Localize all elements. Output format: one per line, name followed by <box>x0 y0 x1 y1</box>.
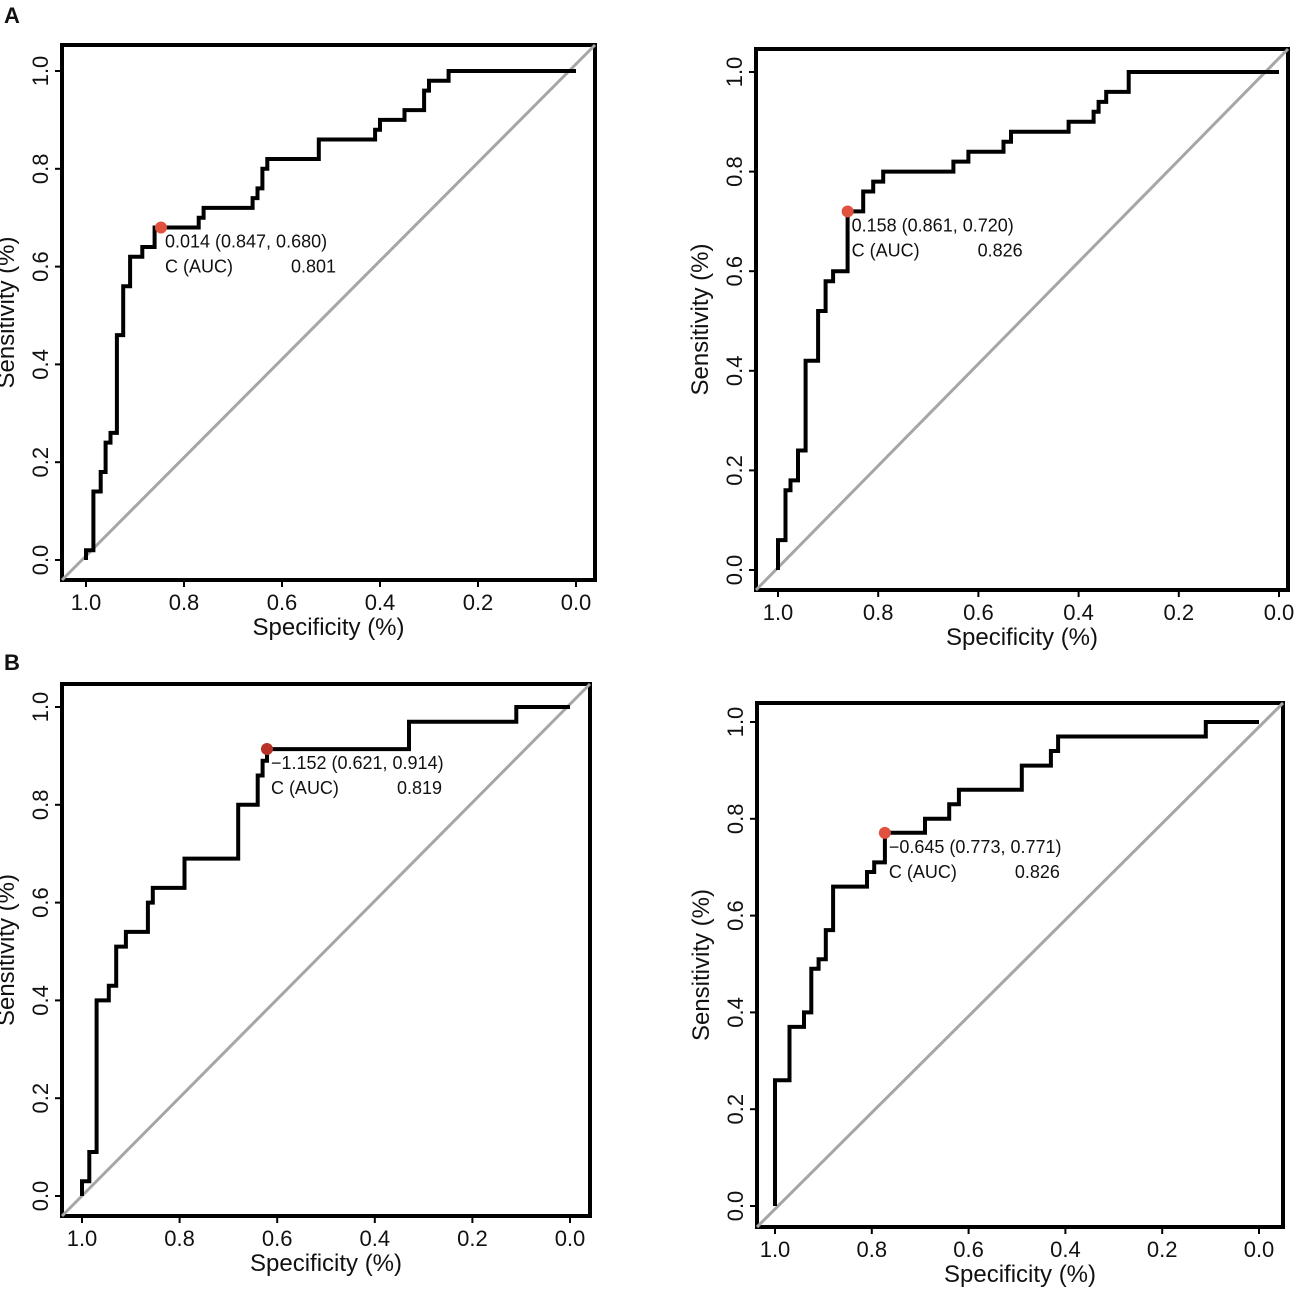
y-tick-label: 0.2 <box>723 1094 748 1125</box>
y-tick-label: 0.4 <box>722 356 747 387</box>
x-tick-label: 1.0 <box>67 1226 98 1251</box>
chart-top-right: 1.0 0.8 0.6 0.4 0.2 0.0 0.0 0.2 0.4 0.6 0.8 1.0 Spec… <box>687 47 1295 651</box>
x-tick-label: 1.0 <box>760 1237 791 1262</box>
threshold-label: 0.158 (0.861, 0.720) <box>852 215 1014 235</box>
x-tick-label: 0.0 <box>561 590 592 615</box>
y-tick-label: 0.8 <box>722 156 747 187</box>
x-tick-label: 0.6 <box>262 1226 293 1251</box>
auc-label: C (AUC) <box>271 778 339 798</box>
y-axis-label: Sensitivity (%) <box>687 243 714 395</box>
y-tick-label: 0.2 <box>28 1083 53 1114</box>
x-tick-label: 1.0 <box>763 600 794 625</box>
y-tick-label: 0.2 <box>28 447 53 478</box>
y-tick-label: 0.0 <box>28 545 53 576</box>
panel-label-b: B <box>4 650 20 675</box>
y-tick-label: 0.6 <box>722 256 747 287</box>
x-axis-label: Specificity (%) <box>946 624 1098 651</box>
x-tick-label: 0.8 <box>164 1226 195 1251</box>
panel-label-a: A <box>4 3 20 28</box>
threshold-point <box>260 743 273 756</box>
y-tick-label: 0.8 <box>723 804 748 835</box>
x-tick-label: 0.8 <box>169 590 200 615</box>
chart-bottom-left: 1.0 0.8 0.6 0.4 0.2 0.0 0.0 0.2 0.4 0.6 0.8 1.0 Spec… <box>0 682 592 1277</box>
threshold-point <box>841 205 854 218</box>
plot-frame <box>60 43 597 582</box>
x-axis-label: Specificity (%) <box>250 1250 402 1277</box>
auc-value: 0.826 <box>978 240 1023 260</box>
y-axis-label: Sensitivity (%) <box>688 889 715 1041</box>
x-tick-label: 0.8 <box>863 600 894 625</box>
x-tick-label: 0.0 <box>555 1226 586 1251</box>
x-tick-label: 0.2 <box>463 590 494 615</box>
threshold-label: −0.645 (0.773, 0.771) <box>889 837 1062 857</box>
y-tick-label: 1.0 <box>28 56 53 87</box>
x-tick-label: 0.4 <box>360 1226 391 1251</box>
x-tick-label: 0.2 <box>1147 1237 1178 1262</box>
y-tick-label: 1.0 <box>723 707 748 738</box>
y-tick-label: 0.8 <box>28 154 53 185</box>
y-tick-label: 1.0 <box>28 692 53 723</box>
x-tick-label: 0.4 <box>365 590 396 615</box>
x-tick-label: 0.4 <box>1063 600 1094 625</box>
reference-diagonal <box>60 682 592 1218</box>
y-tick-label: 0.0 <box>28 1181 53 1212</box>
chart-top-left: 1.0 0.8 0.6 0.4 0.2 0.0 0.0 0.2 0.4 0.6 0.8 1.0 Spec… <box>0 43 597 641</box>
x-tick-label: 0.6 <box>267 590 298 615</box>
auc-label: C (AUC) <box>889 862 957 882</box>
y-axis-label: Sensitivity (%) <box>0 236 20 388</box>
y-tick-label: 0.6 <box>28 251 53 282</box>
auc-value: 0.819 <box>397 778 442 798</box>
y-tick-label: 0.4 <box>28 985 53 1016</box>
threshold-point <box>154 221 167 234</box>
roc-curve <box>776 70 1279 570</box>
roc-curve <box>773 720 1259 1206</box>
plot-frame <box>60 682 592 1218</box>
auc-label: C (AUC) <box>165 256 233 276</box>
y-tick-label: 0.4 <box>723 997 748 1028</box>
x-tick-label: 0.6 <box>953 1237 984 1262</box>
x-tick-label: 1.0 <box>71 590 102 615</box>
x-tick-label: 0.6 <box>963 600 994 625</box>
plot-frame <box>754 47 1290 592</box>
threshold-label: 0.014 (0.847, 0.680) <box>165 231 327 251</box>
roc-curve <box>84 69 576 560</box>
y-tick-label: 0.0 <box>723 1191 748 1222</box>
threshold-point <box>878 826 891 839</box>
y-tick-label: 0.8 <box>28 790 53 821</box>
y-tick-label: 0.2 <box>722 455 747 486</box>
x-tick-label: 0.0 <box>1264 600 1295 625</box>
chart-bottom-right: 1.0 0.8 0.6 0.4 0.2 0.0 0.0 0.2 0.4 0.6 0.8 1.0 Spec… <box>688 701 1285 1288</box>
x-axis-label: Specificity (%) <box>252 614 404 641</box>
y-tick-label: 0.6 <box>723 900 748 931</box>
y-tick-label: 0.4 <box>28 349 53 380</box>
x-tick-label: 0.8 <box>857 1237 888 1262</box>
threshold-label: −1.152 (0.621, 0.914) <box>271 753 444 773</box>
x-axis-label: Specificity (%) <box>944 1261 1096 1288</box>
reference-diagonal <box>60 43 597 582</box>
plot-frame <box>755 701 1285 1229</box>
reference-diagonal <box>754 47 1290 592</box>
y-tick-label: 0.0 <box>722 555 747 586</box>
y-tick-label: 1.0 <box>722 57 747 88</box>
x-tick-label: 0.4 <box>1050 1237 1081 1262</box>
x-tick-label: 0.2 <box>457 1226 488 1251</box>
auc-value: 0.801 <box>291 256 336 276</box>
charts-group: 1.0 0.8 0.6 0.4 0.2 0.0 0.0 0.2 0.4 0.6 0.8 1.0 Spec… <box>0 43 1295 1288</box>
y-axis-label: Sensitivity (%) <box>0 874 20 1026</box>
auc-value: 0.826 <box>1015 862 1060 882</box>
y-tick-label: 0.6 <box>28 887 53 918</box>
auc-label: C (AUC) <box>852 240 920 260</box>
reference-diagonal <box>755 701 1285 1229</box>
x-tick-label: 0.2 <box>1164 600 1195 625</box>
x-tick-label: 0.0 <box>1244 1237 1275 1262</box>
